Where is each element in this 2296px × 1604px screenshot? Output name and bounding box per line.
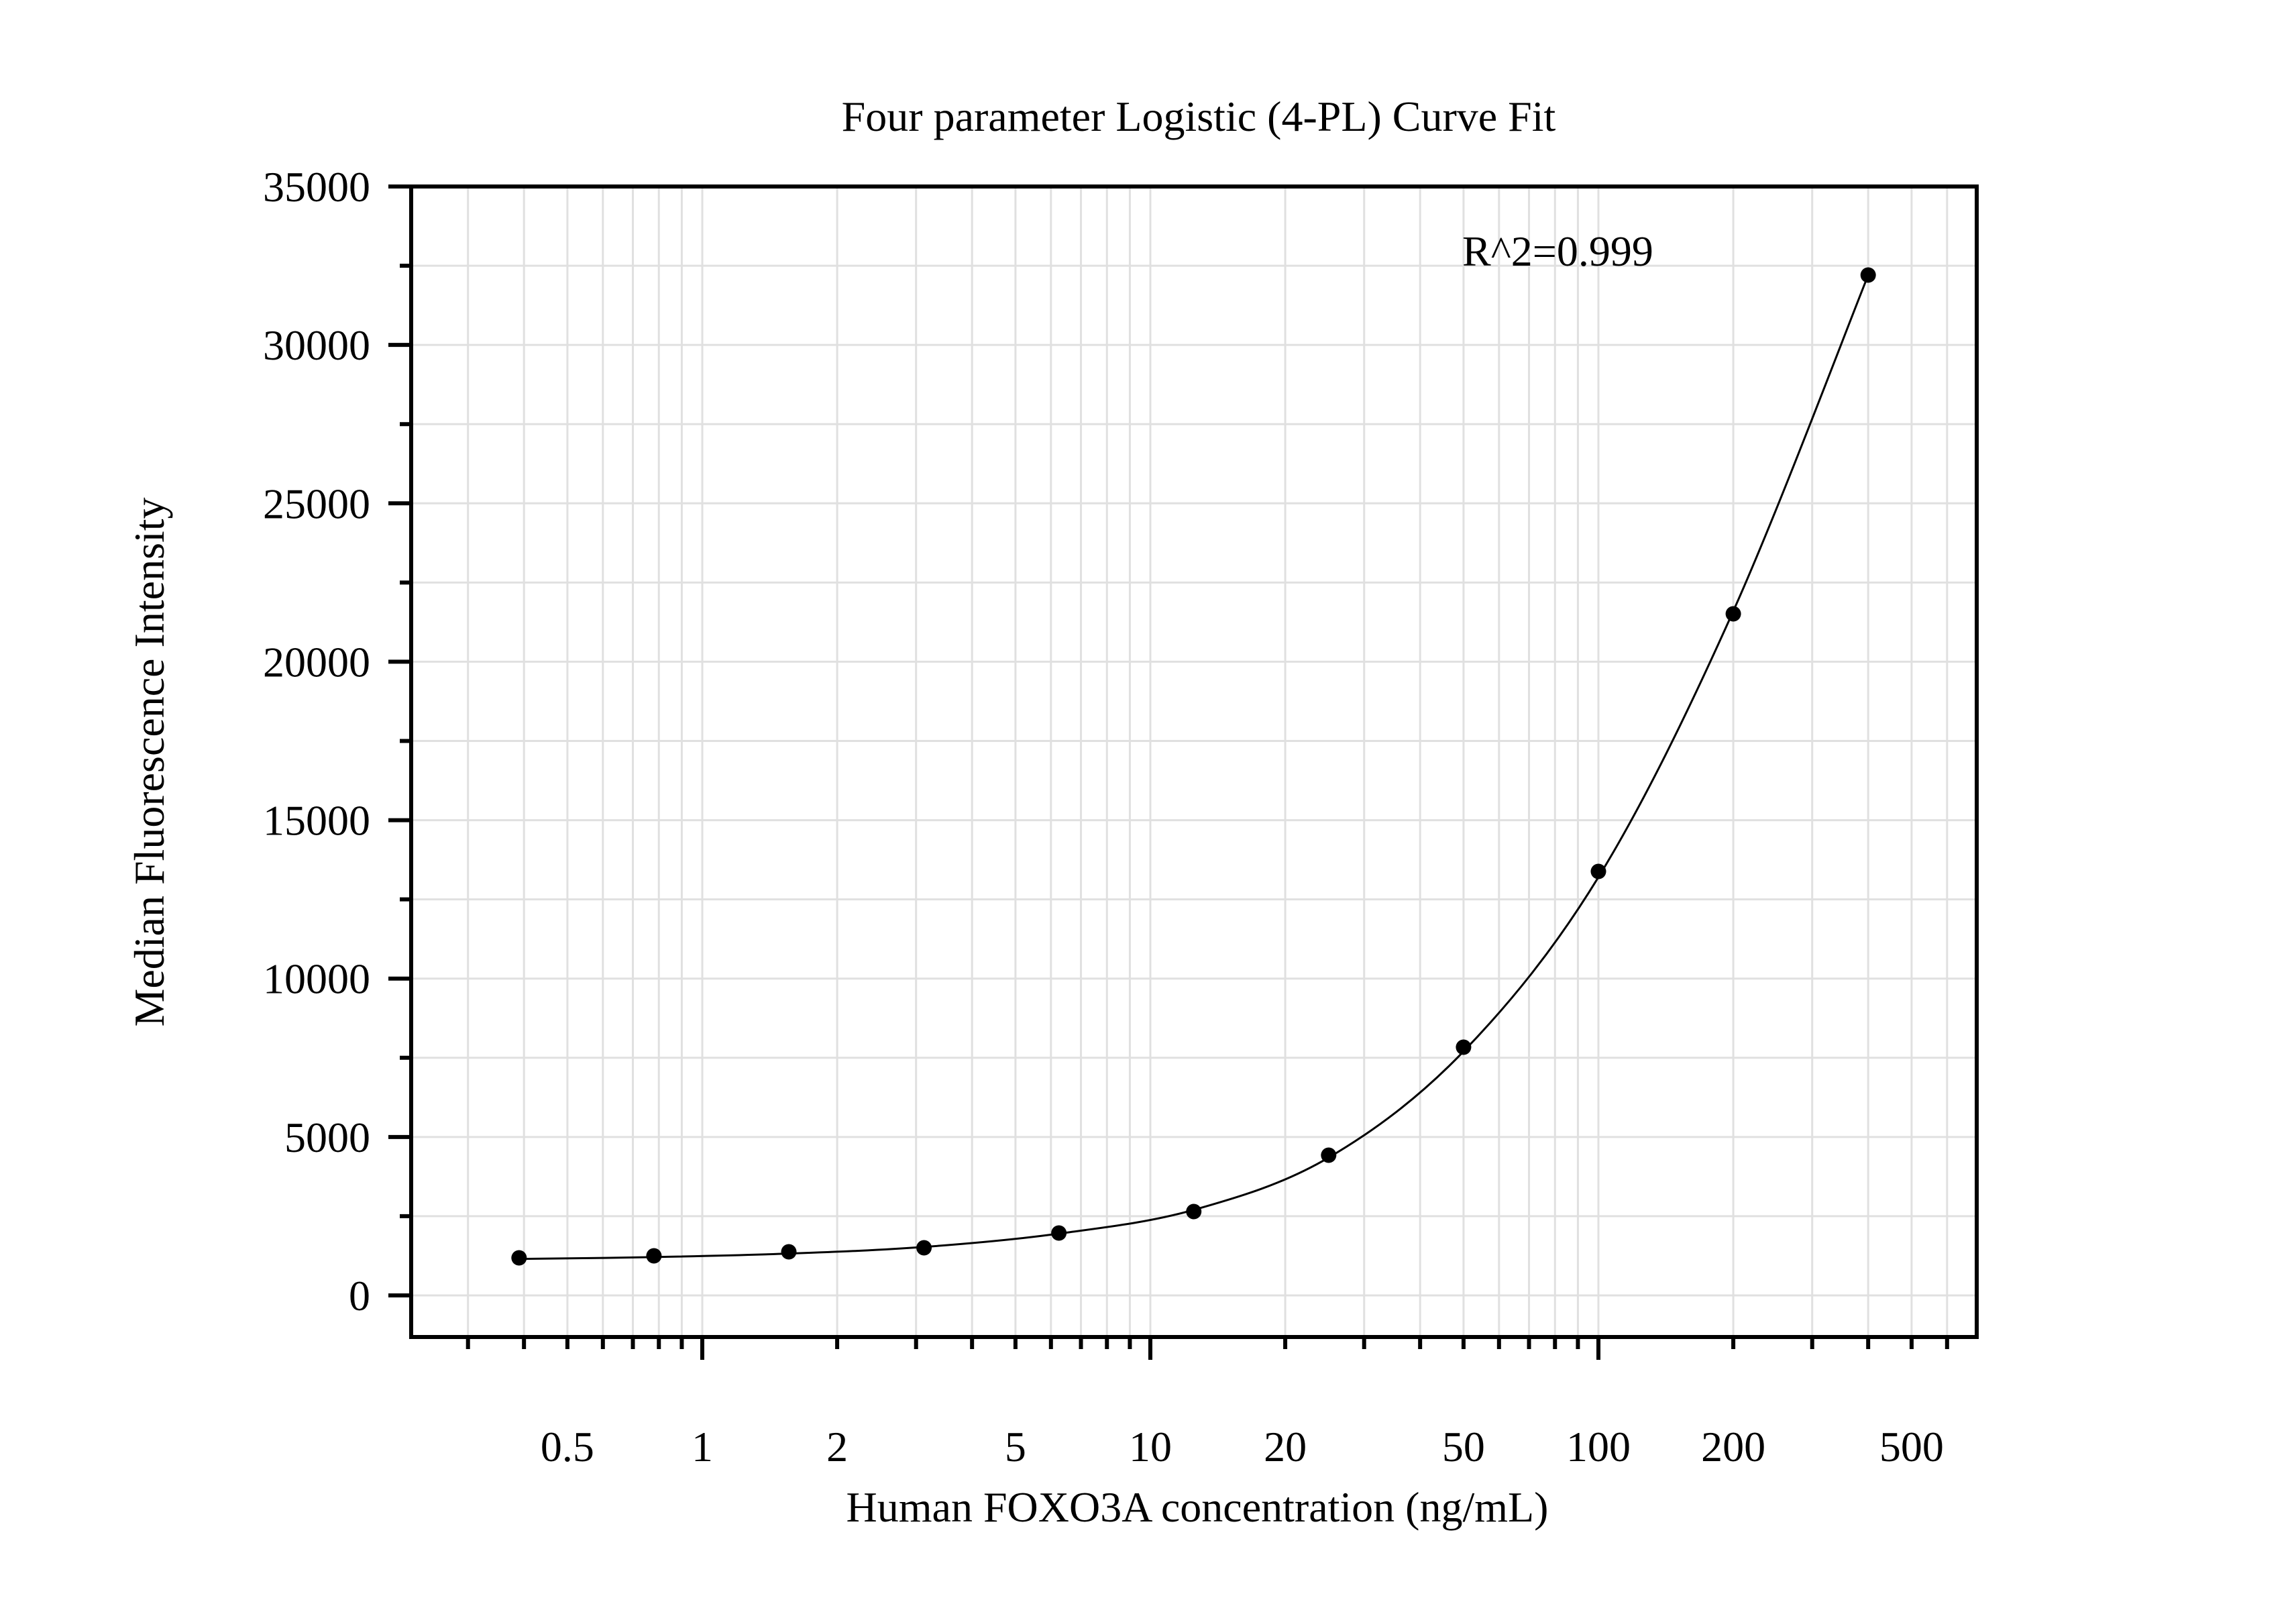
- y-tick-label: 15000: [263, 797, 370, 845]
- data-point: [1186, 1204, 1202, 1220]
- y-tick-label: 10000: [263, 955, 370, 1003]
- data-point: [1725, 606, 1741, 622]
- data-point: [916, 1240, 932, 1256]
- gridlines: [411, 186, 1977, 1337]
- data-point: [511, 1250, 527, 1266]
- x-tick-label: 500: [1879, 1423, 1944, 1471]
- x-tick-label: 1: [692, 1423, 713, 1471]
- fit-curve: [518, 274, 1869, 1261]
- chart-title: Four parameter Logistic (4-PL) Curve Fit: [842, 93, 1556, 140]
- axis-tick-labels: 0.5 1 2 5 10 20 50 100 200 5000500010000150002000…: [263, 163, 1944, 1471]
- data-point: [781, 1244, 797, 1260]
- data-points: [511, 267, 1876, 1266]
- x-tick-label: 100: [1566, 1423, 1631, 1471]
- y-tick-label: 35000: [263, 163, 370, 211]
- x-tick-label: 200: [1701, 1423, 1765, 1471]
- data-point: [1590, 863, 1606, 879]
- plot-frame: [409, 184, 1979, 1339]
- y-tick-label: 20000: [263, 638, 370, 686]
- x-tick-label: 10: [1129, 1423, 1172, 1471]
- y-axis-label: Median Fluorescence Intensity: [125, 497, 173, 1026]
- axis-ticks: [388, 184, 1949, 1360]
- y-tick-label: 5000: [284, 1114, 370, 1161]
- x-tick-label: 2: [826, 1423, 848, 1471]
- x-tick-label: 5: [1005, 1423, 1026, 1471]
- r-squared-annotation: R^2=0.999: [1462, 227, 1653, 275]
- x-axis-label: Human FOXO3A concentration (ng/mL): [846, 1483, 1549, 1531]
- data-point: [1321, 1147, 1337, 1163]
- y-tick-label: 25000: [263, 480, 370, 527]
- data-point: [1051, 1225, 1067, 1241]
- y-tick-label: 0: [349, 1272, 370, 1320]
- x-tick-label: 50: [1442, 1423, 1485, 1471]
- data-point: [1456, 1039, 1472, 1055]
- x-tick-label: 0.5: [541, 1423, 594, 1471]
- y-tick-label: 30000: [263, 321, 370, 369]
- data-point: [1860, 267, 1876, 283]
- fit-line: [518, 274, 1869, 1261]
- x-tick-label: 20: [1264, 1423, 1307, 1471]
- data-point: [646, 1248, 662, 1264]
